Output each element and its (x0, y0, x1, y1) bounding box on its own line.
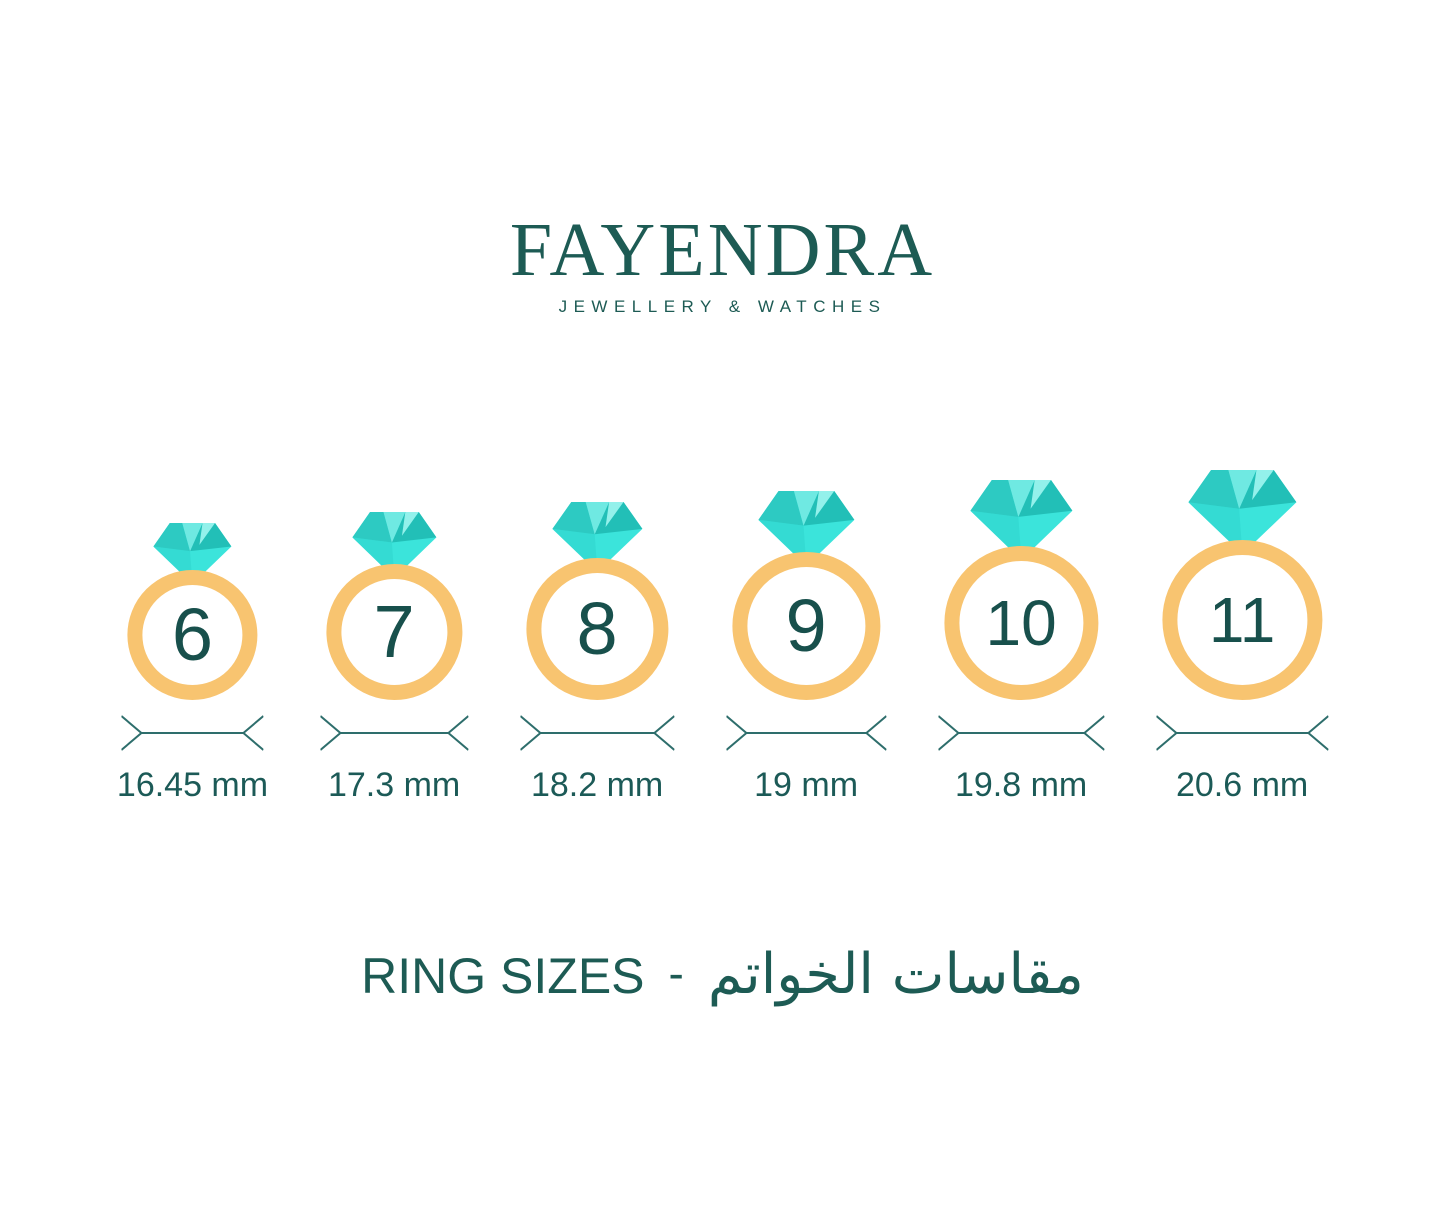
ring-size-number: 7 (373, 590, 415, 673)
ring-size-number: 10 (985, 587, 1057, 659)
ring-size-item: 8 18.2 mm (520, 502, 675, 805)
diameter-arrow (121, 715, 264, 751)
ring-size-item: 7 17.3 mm (320, 512, 469, 805)
diamond-icon (153, 523, 232, 584)
diameter-label: 17.3 mm (327, 766, 461, 804)
ring-size-item: 11 20.6 mm (1156, 470, 1329, 805)
ring-size-number: 9 (785, 584, 827, 667)
diameter-label: 20.6 mm (1175, 766, 1309, 804)
footer-title-ar: مقاسات الخواتم (707, 942, 1084, 1007)
diameter-label: 18.2 mm (530, 766, 664, 804)
diameter-label: 16.45 mm (116, 766, 269, 804)
rings-row: 6 16.45 mm 7 17.3 mm (117, 470, 1329, 805)
ring-band: 7 (326, 564, 463, 700)
ring-size-number: 11 (1208, 584, 1276, 656)
diameter-arrow (726, 715, 887, 751)
diamond-icon (552, 502, 643, 572)
ring-size-item: 10 19.8 mm (938, 480, 1105, 805)
ring-size-item: 6 16.45 mm (117, 523, 268, 805)
ring-size-number: 6 (171, 593, 214, 676)
ring-band: 6 (127, 570, 258, 700)
diameter-label: 19.8 mm (954, 766, 1088, 804)
brand-header: FAYENDRA JEWELLERY & WATCHES (0, 212, 1445, 315)
ring-size-number: 8 (576, 587, 618, 670)
footer-title-en: RING SIZES (361, 948, 645, 1004)
diameter-arrow (320, 715, 469, 751)
diamond-icon (352, 512, 437, 578)
ring-band: 8 (526, 558, 669, 700)
diameter-arrow (520, 715, 675, 751)
footer-title: RING SIZES - مقاسات الخواتم (0, 933, 1445, 1029)
brand-name: FAYENDRA (509, 208, 936, 292)
footer-separator: - (668, 947, 684, 999)
ring-band: 10 (944, 546, 1099, 700)
brand-tagline: JEWELLERY & WATCHES (558, 297, 887, 316)
diameter-arrow (1156, 715, 1329, 751)
ring-size-item: 9 19 mm (726, 491, 887, 805)
diamond-icon (970, 480, 1073, 560)
ring-band: 11 (1162, 540, 1323, 700)
diameter-arrow (938, 715, 1105, 751)
diameter-label: 19 mm (754, 766, 859, 804)
ring-band: 9 (732, 552, 881, 700)
